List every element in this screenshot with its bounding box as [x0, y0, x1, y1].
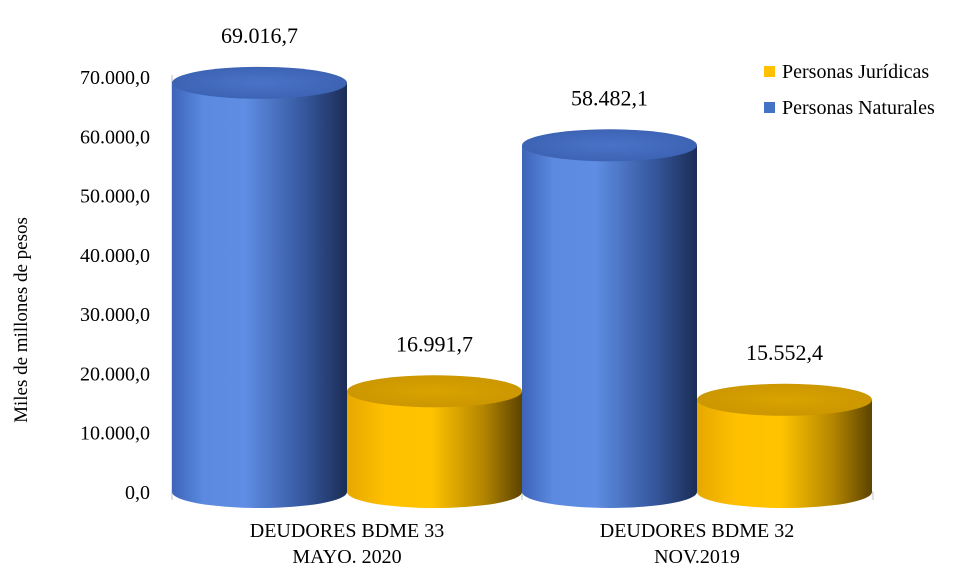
legend-swatch-personas-naturales [764, 102, 775, 113]
bar-top-personas-juridicas [347, 375, 522, 408]
legend-swatch-personas-juridicas [764, 66, 775, 77]
y-tick-label: 40.000,0 [80, 245, 150, 267]
legend-label-personas-naturales: Personas Naturales [782, 97, 935, 119]
data-label-personas-juridicas: 15.552,4 [746, 340, 823, 365]
bar-top-personas-naturales [522, 129, 697, 162]
bar-top-personas-naturales [172, 66, 347, 99]
y-tick-label: 30.000,0 [80, 304, 150, 326]
bar-top-personas-juridicas [697, 383, 872, 416]
bar-personas-naturales [172, 82, 347, 509]
y-tick-label: 20.000,0 [80, 363, 150, 385]
y-tick-label: 70.000,0 [80, 67, 150, 89]
category-label: NOV.2019 [654, 546, 740, 568]
data-label-personas-naturales: 69.016,7 [221, 23, 298, 48]
legend: Personas Jurídicas Personas Naturales [764, 61, 935, 119]
bar-personas-naturales [522, 145, 697, 508]
y-axis-title: Miles de millones de pesos [11, 217, 32, 423]
category-label: DEUDORES BDME 32 [600, 520, 794, 542]
y-tick-label: 50.000,0 [80, 186, 150, 208]
y-tick-labels: 0,0 10.000,0 20.000,0 30.000,0 40.000,0 50.00… [80, 67, 150, 504]
category-label: DEUDORES BDME 33 [250, 520, 444, 542]
legend-label-personas-juridicas: Personas Jurídicas [782, 61, 929, 83]
category-labels: DEUDORES BDME 33 MAYO. 2020 DEUDORES BDME … [250, 520, 794, 568]
bar-personas-juridicas [697, 399, 872, 508]
data-label-personas-naturales: 58.482,1 [571, 85, 648, 110]
category-label: MAYO. 2020 [292, 546, 401, 568]
y-tick-label: 0,0 [125, 482, 150, 504]
bars: 69.016,7 16.991,7 58.482,1 15.552,4 [172, 23, 872, 509]
bar-personas-juridicas [347, 391, 522, 508]
y-tick-label: 60.000,0 [80, 126, 150, 148]
y-tick-label: 10.000,0 [80, 423, 150, 445]
data-label-personas-juridicas: 16.991,7 [396, 331, 473, 356]
